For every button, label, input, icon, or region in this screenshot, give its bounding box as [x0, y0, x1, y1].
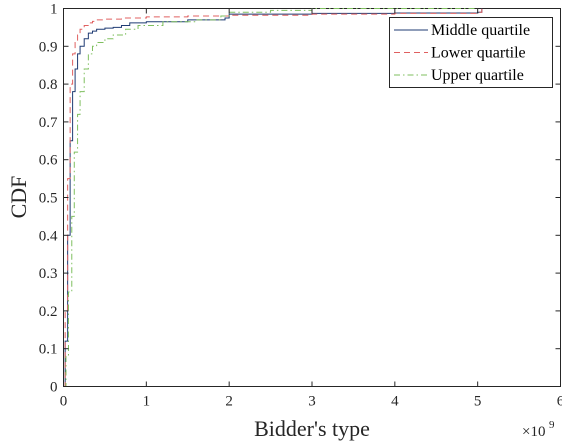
legend-entries: Middle quartile Lower quartile Upper quart… — [394, 22, 530, 84]
y-tick-label: 0.1 — [39, 342, 58, 358]
y-tick-label: 0.7 — [39, 115, 58, 131]
x-tick-label: 1 — [143, 394, 151, 410]
legend-label: Upper quartile — [431, 67, 524, 84]
series-line-2 — [63, 8, 483, 387]
x-tick-label: 6 — [557, 394, 562, 410]
x-tick-label: 5 — [474, 394, 482, 410]
series-line-3 — [63, 8, 478, 387]
y-tick-label: 0.9 — [39, 39, 58, 55]
x-exponent-power: 9 — [549, 419, 555, 431]
series-line-1 — [63, 8, 483, 387]
legend-label: Lower quartile — [431, 45, 526, 62]
series-layer — [63, 8, 483, 387]
x-tick-label: 4 — [391, 394, 399, 410]
y-tick-label: 0.3 — [39, 266, 58, 282]
x-tick-label: 0 — [60, 394, 68, 410]
x-axis-title: Bidder's type — [254, 416, 370, 441]
x-tick-label: 3 — [308, 394, 316, 410]
legend: Middle quartile Lower quartile Upper quart… — [389, 17, 553, 88]
y-tick-label: 0.8 — [39, 77, 58, 93]
x-tick-label: 2 — [225, 394, 233, 410]
x-exponent-label: ×10 — [522, 424, 545, 440]
y-tick-label: 0.2 — [39, 304, 58, 320]
y-tick-label: 1 — [50, 2, 58, 18]
y-tick-label: 0.5 — [39, 191, 58, 207]
y-tick-label: 0.4 — [39, 228, 58, 244]
legend-label: Middle quartile — [431, 22, 530, 39]
y-tick-label: 0.6 — [39, 153, 58, 169]
y-tick-label: 0 — [50, 380, 58, 396]
y-axis-title: CDF — [6, 176, 31, 219]
tick-layer: 0 1 2 3 4 5 6 0 0.1 0.2 0.3 0.4 0.5 0.6 0.7 0.8 0.9 1 — [39, 2, 562, 410]
